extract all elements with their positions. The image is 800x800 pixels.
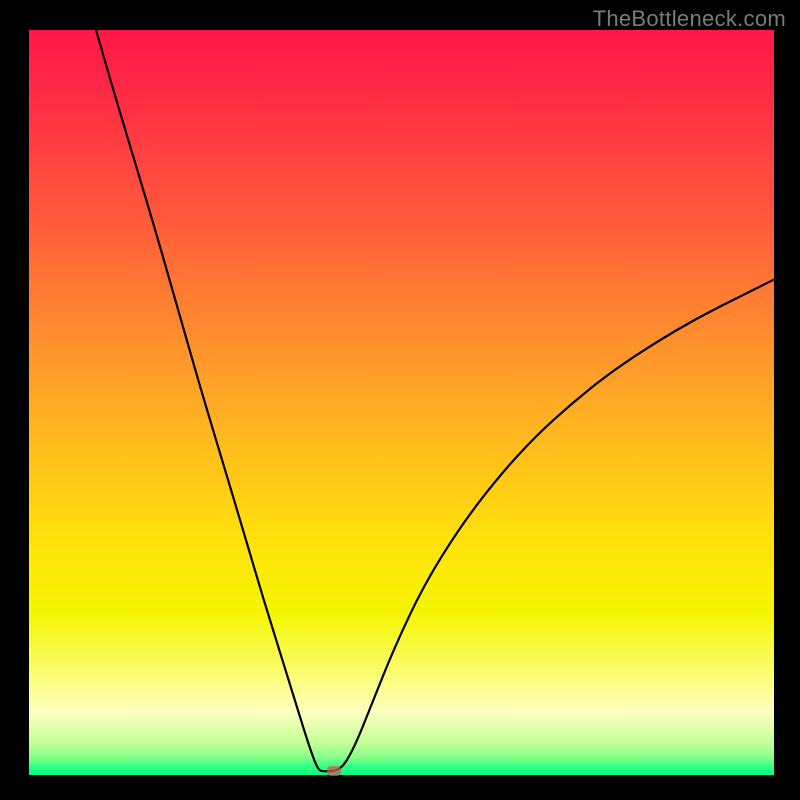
watermark-text: TheBottleneck.com [593, 6, 786, 32]
chart-frame [29, 30, 774, 775]
chart-curve-layer [29, 30, 774, 775]
chart-minimum-marker [327, 766, 341, 776]
bottleneck-curve [96, 30, 774, 771]
